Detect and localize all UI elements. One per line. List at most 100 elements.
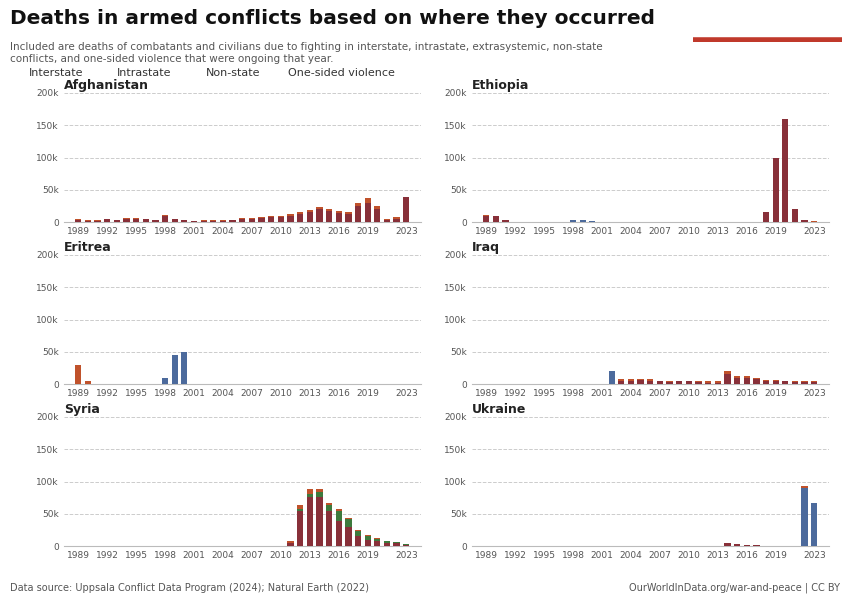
- Bar: [201, 221, 207, 222]
- Bar: [676, 382, 683, 384]
- Text: Syria: Syria: [64, 403, 99, 416]
- Bar: [686, 382, 692, 384]
- Bar: [287, 541, 293, 543]
- Bar: [152, 220, 159, 222]
- Bar: [326, 505, 332, 511]
- Bar: [374, 209, 381, 222]
- Bar: [336, 211, 342, 213]
- Bar: [647, 381, 654, 384]
- Bar: [365, 539, 371, 546]
- Bar: [181, 220, 188, 222]
- Bar: [763, 212, 769, 222]
- Bar: [220, 221, 226, 222]
- Bar: [695, 382, 701, 384]
- Bar: [763, 380, 769, 381]
- Bar: [191, 221, 197, 222]
- Text: Our World: Our World: [737, 10, 796, 20]
- Bar: [734, 377, 740, 384]
- Bar: [316, 493, 323, 497]
- Bar: [85, 221, 91, 222]
- Text: in Data: in Data: [746, 25, 788, 35]
- Bar: [297, 511, 303, 546]
- Text: Iraq: Iraq: [472, 241, 500, 254]
- Bar: [724, 374, 731, 384]
- Bar: [365, 536, 371, 539]
- Bar: [802, 488, 808, 546]
- Bar: [773, 380, 779, 381]
- Bar: [744, 377, 750, 384]
- Bar: [686, 381, 692, 382]
- Text: Non-state: Non-state: [206, 68, 260, 78]
- Bar: [181, 352, 188, 384]
- Bar: [345, 527, 352, 546]
- Bar: [297, 212, 303, 214]
- Bar: [258, 218, 264, 222]
- Bar: [715, 383, 721, 384]
- Bar: [802, 486, 808, 488]
- Bar: [365, 198, 371, 203]
- Bar: [172, 220, 178, 222]
- Bar: [384, 219, 390, 220]
- Bar: [365, 535, 371, 536]
- Bar: [657, 381, 663, 382]
- Bar: [705, 383, 711, 384]
- Bar: [326, 209, 332, 211]
- Bar: [326, 511, 332, 546]
- Bar: [753, 379, 760, 384]
- Bar: [316, 489, 323, 493]
- Bar: [307, 488, 313, 494]
- Bar: [268, 217, 275, 222]
- Bar: [724, 371, 731, 374]
- Bar: [773, 157, 779, 222]
- Bar: [316, 207, 323, 209]
- Bar: [734, 376, 740, 377]
- Bar: [307, 497, 313, 546]
- Bar: [384, 220, 390, 222]
- Bar: [753, 377, 760, 379]
- Bar: [589, 221, 596, 222]
- Bar: [162, 377, 168, 384]
- Bar: [336, 521, 342, 546]
- Bar: [287, 543, 293, 546]
- Bar: [307, 494, 313, 497]
- Bar: [763, 381, 769, 384]
- Bar: [811, 382, 818, 384]
- Bar: [782, 381, 789, 382]
- Bar: [715, 381, 721, 383]
- Bar: [75, 365, 82, 384]
- Bar: [326, 211, 332, 222]
- Bar: [355, 203, 361, 206]
- Bar: [355, 531, 361, 536]
- Bar: [609, 371, 615, 384]
- Bar: [705, 382, 711, 383]
- Bar: [384, 541, 390, 543]
- Bar: [676, 381, 683, 382]
- Bar: [355, 536, 361, 546]
- Bar: [638, 380, 643, 384]
- Bar: [782, 119, 789, 222]
- Bar: [345, 518, 352, 519]
- Bar: [394, 219, 399, 222]
- Bar: [724, 543, 731, 546]
- Bar: [336, 509, 342, 511]
- Bar: [258, 217, 264, 218]
- Bar: [297, 509, 303, 511]
- Text: OurWorldInData.org/war-and-peace | CC BY: OurWorldInData.org/war-and-peace | CC BY: [629, 582, 840, 593]
- Bar: [307, 211, 313, 212]
- Bar: [172, 355, 178, 384]
- Bar: [753, 545, 760, 546]
- Bar: [278, 217, 284, 222]
- Bar: [249, 219, 255, 222]
- Bar: [307, 212, 313, 222]
- Bar: [336, 511, 342, 521]
- Bar: [811, 503, 818, 546]
- Bar: [326, 503, 332, 505]
- Bar: [403, 197, 410, 222]
- Bar: [94, 221, 100, 222]
- Text: Afghanistan: Afghanistan: [64, 79, 149, 92]
- Bar: [287, 214, 293, 215]
- Bar: [802, 220, 808, 222]
- Bar: [345, 519, 352, 527]
- Bar: [580, 220, 586, 222]
- Text: Included are deaths of combatants and civilians due to fighting in interstate, i: Included are deaths of combatants and ci…: [10, 42, 603, 64]
